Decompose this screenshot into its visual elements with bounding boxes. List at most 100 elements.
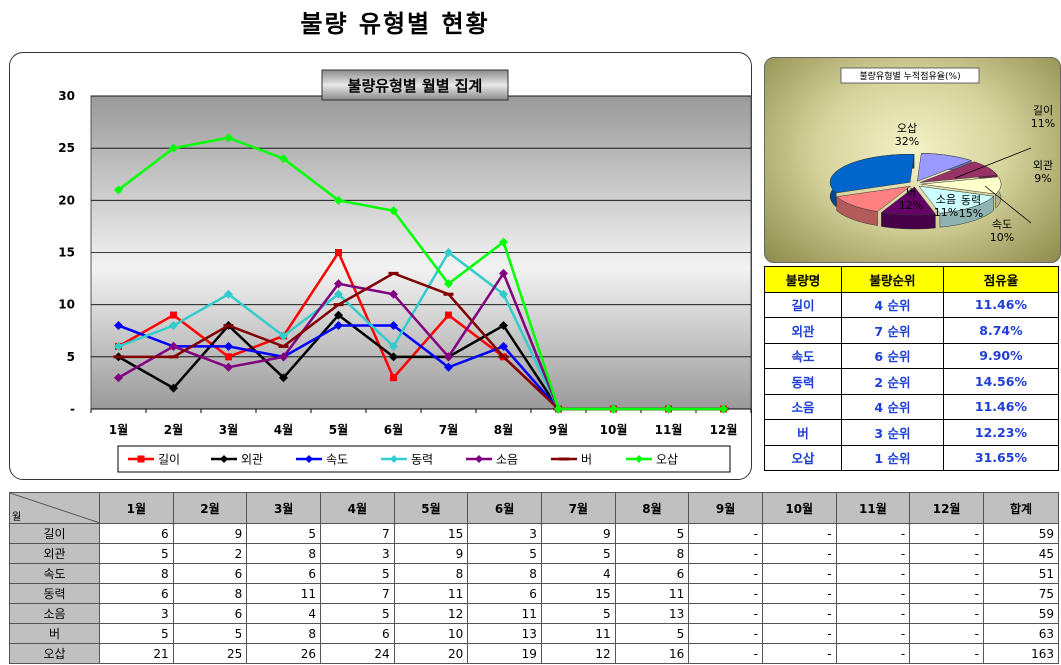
legend-marker: [559, 457, 569, 461]
data-point: [224, 341, 233, 351]
table-cell: 45: [983, 543, 1059, 564]
table-cell: 2: [172, 543, 248, 564]
table-cell: 9: [393, 543, 469, 564]
pie-slice-동력: [918, 185, 995, 214]
legend-marker: [220, 455, 228, 463]
data-point: [499, 321, 508, 331]
rank-table: 불량명 불량순위 점유율 길이 4 순위 11.46% 외관 7 순위 8.74% 속도 6 순위…: [764, 266, 1060, 471]
x-tick-label: 2월: [164, 422, 183, 437]
table-cell: 6: [172, 603, 248, 624]
table-cell: -: [688, 603, 763, 624]
table-cell: 8: [467, 563, 542, 584]
data-point: [499, 341, 508, 351]
pie-pct-label: 12%: [899, 199, 923, 212]
pie-slice-속도: [920, 176, 1002, 195]
table-cell: 8: [172, 583, 248, 604]
table-row-label: 속도: [9, 563, 100, 584]
rank-table-cell: 9.90%: [942, 342, 1060, 369]
table-cell: 8: [614, 543, 690, 564]
pie-label: 소음: [936, 193, 956, 206]
table-cell: 59: [983, 523, 1059, 544]
pie-title: 불량유형별 누적점유율(%): [859, 70, 960, 82]
table-column-header: 5월: [393, 492, 469, 524]
table-cell: 11: [540, 623, 616, 644]
pie-slice-외관: [920, 161, 998, 183]
legend-label: 속도: [326, 453, 348, 467]
y-tick-label: 15: [58, 246, 75, 260]
table-cell: 13: [614, 603, 690, 624]
table-row-label: 소음: [9, 603, 100, 624]
x-tick-label: 11월: [655, 422, 683, 437]
table-cell: 5: [319, 603, 395, 624]
table-cell: 10: [393, 623, 469, 644]
table-column-header: 1월: [99, 492, 174, 524]
y-tick-label: 20: [58, 193, 75, 207]
data-point: [498, 355, 509, 359]
table-cell: 12: [540, 643, 616, 664]
data-point: [334, 279, 343, 289]
data-point: [389, 206, 398, 216]
table-cell: 5: [246, 523, 321, 544]
table-cell: -: [688, 563, 763, 584]
table-cell: 5: [99, 543, 174, 564]
table-column-header: 3월: [246, 492, 321, 524]
table-cell: -: [761, 643, 837, 664]
x-tick-label: 9월: [549, 422, 568, 437]
data-point: [224, 362, 233, 372]
pie-chart-panel: 불량유형별 누적점유율(%) 길이 11% 외관 9% 속도 10% 동력 15% 소음 11% 버 1…: [764, 57, 1061, 263]
table-cell: 5: [540, 543, 616, 564]
table-row-label: 동력: [9, 583, 100, 604]
rank-table-cell: 4 순위: [840, 393, 944, 420]
data-point: [279, 373, 288, 383]
data-point: [335, 249, 342, 256]
pie-slice-버: [836, 185, 912, 212]
data-point: [114, 185, 123, 195]
pie-leader-line: [954, 147, 1032, 179]
pie-label: 속도: [992, 218, 1012, 231]
data-point: [334, 195, 343, 205]
table-cell: -: [835, 623, 911, 644]
y-tick-label: 10: [58, 298, 75, 312]
table-cell: -: [835, 543, 911, 564]
table-cell: -: [761, 583, 837, 604]
table-cell: -: [835, 643, 911, 664]
rank-table-row: 소음 4 순위 11.46%: [764, 393, 1060, 420]
rank-table-cell: 14.56%: [942, 368, 1060, 395]
data-point: [279, 154, 288, 164]
table-cell: 8: [246, 623, 321, 644]
data-point: [278, 344, 289, 348]
table-cell: 5: [319, 563, 395, 584]
table-cell: -: [909, 563, 984, 584]
table-row: 버 5 5 8 6 10 13 11 5- - - -63: [9, 623, 1059, 644]
table-cell: 3: [99, 603, 174, 624]
table-cell: 21: [99, 643, 174, 664]
series-line-오삽: [117, 136, 724, 411]
legend-label: 동력: [411, 453, 433, 467]
data-point: [114, 341, 123, 351]
legend-label: 버: [581, 453, 592, 467]
x-tick-label: 10월: [600, 422, 628, 437]
table-cell: 163: [983, 643, 1059, 664]
rank-table-row: 길이 4 순위 11.46%: [764, 291, 1060, 318]
table-cell: -: [761, 543, 837, 564]
table-cell: -: [909, 543, 984, 564]
table-cell: 6: [319, 623, 395, 644]
table-cell: 20: [393, 643, 469, 664]
table-cell: -: [761, 523, 837, 544]
y-tick-label: 30: [58, 89, 75, 103]
data-point: [444, 248, 453, 257]
table-cell: -: [909, 603, 984, 624]
legend-label: 오삽: [656, 453, 678, 467]
table-cell: -: [835, 563, 911, 584]
x-tick-label: 3월: [219, 422, 238, 437]
rank-table-header: 불량순위: [840, 266, 944, 293]
rank-table-cell: 외관: [764, 317, 842, 344]
table-cell: -: [761, 603, 837, 624]
table-cell: 6: [246, 563, 321, 584]
legend-marker: [390, 455, 398, 463]
data-point: [389, 289, 398, 299]
data-point: [224, 289, 233, 299]
table-cell: 19: [467, 643, 542, 664]
table-cell: -: [761, 563, 837, 584]
data-point: [444, 362, 453, 372]
